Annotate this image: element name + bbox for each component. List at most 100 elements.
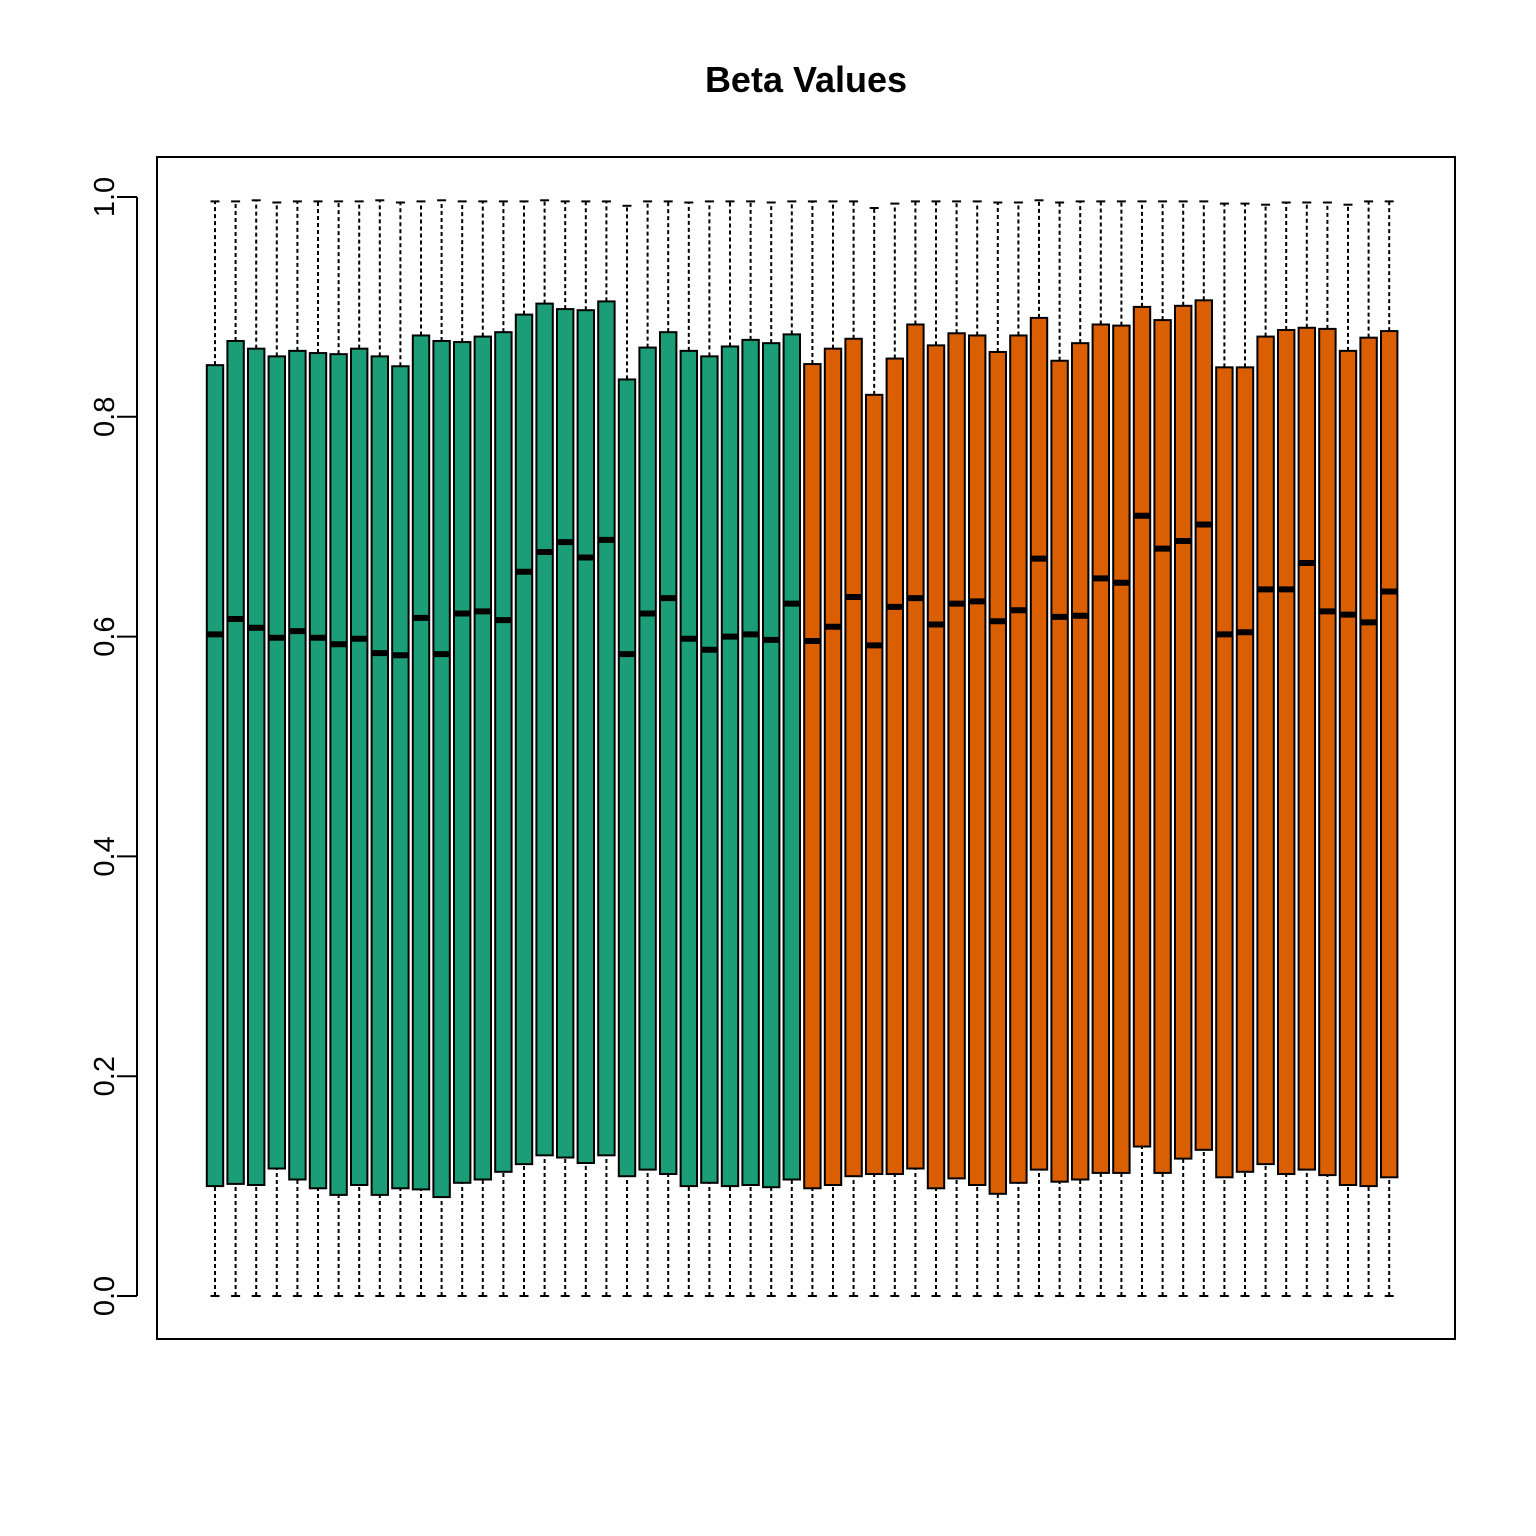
iqr-box: [1091, 323, 1110, 1174]
box-27: [741, 200, 760, 1297]
box-49: [1194, 200, 1213, 1297]
box-57: [1359, 200, 1378, 1297]
box-30: [803, 200, 822, 1297]
box-17: [535, 199, 554, 1297]
box-33: [865, 206, 884, 1297]
iqr-box: [617, 378, 637, 1178]
iqr-box: [514, 313, 534, 1166]
box-46: [1132, 200, 1152, 1297]
iqr-box: [1132, 305, 1152, 1148]
box-22: [638, 200, 657, 1297]
box-4: [267, 201, 287, 1297]
box-39: [988, 201, 1007, 1297]
box-6: [308, 200, 328, 1297]
iqr-box: [885, 357, 904, 1176]
box-19: [576, 200, 595, 1297]
iqr-box: [370, 355, 390, 1196]
iqr-box: [782, 333, 801, 1181]
box-13: [453, 200, 472, 1297]
box-50: [1215, 202, 1234, 1297]
iqr-box: [968, 334, 987, 1187]
iqr-box: [350, 347, 369, 1187]
iqr-box: [453, 341, 472, 1184]
boxes-layer: [205, 199, 1399, 1297]
box-24: [679, 201, 698, 1297]
iqr-box: [1071, 342, 1090, 1181]
box-53: [1277, 201, 1296, 1297]
iqr-box: [576, 309, 595, 1165]
iqr-box: [597, 300, 616, 1157]
box-40: [1009, 201, 1028, 1297]
iqr-box: [329, 353, 348, 1196]
iqr-box: [988, 350, 1007, 1195]
box-56: [1338, 203, 1358, 1297]
box-54: [1297, 201, 1316, 1297]
iqr-box: [1050, 359, 1069, 1183]
iqr-box: [659, 331, 678, 1176]
iqr-box: [926, 344, 946, 1190]
box-58: [1380, 200, 1399, 1297]
iqr-box: [473, 335, 493, 1181]
box-15: [494, 200, 513, 1297]
box-32: [844, 200, 863, 1297]
iqr-box: [1112, 324, 1131, 1174]
iqr-box: [1174, 304, 1193, 1160]
box-1: [205, 200, 225, 1297]
iqr-box: [741, 338, 760, 1187]
y-tick-label: 1.0: [89, 177, 121, 217]
iqr-box: [432, 339, 451, 1199]
iqr-box: [823, 347, 843, 1187]
iqr-box: [267, 355, 287, 1170]
box-8: [350, 200, 369, 1297]
iqr-box: [1338, 349, 1358, 1187]
iqr-box: [1153, 319, 1172, 1174]
box-34: [885, 202, 904, 1297]
box-23: [659, 200, 678, 1297]
iqr-box: [947, 332, 966, 1180]
box-11: [411, 200, 431, 1297]
box-41: [1029, 199, 1049, 1297]
iqr-box: [1235, 366, 1255, 1173]
box-12: [432, 199, 451, 1297]
box-18: [556, 200, 575, 1297]
iqr-box: [556, 308, 575, 1159]
box-25: [700, 200, 719, 1297]
box-3: [247, 199, 266, 1297]
iqr-box: [1380, 330, 1399, 1179]
y-axis: 0.0 0.2 0.4 0.6 0.8 1.0: [89, 177, 138, 1316]
box-45: [1112, 200, 1131, 1297]
iqr-box: [679, 349, 698, 1188]
iqr-box: [906, 323, 925, 1170]
y-tick-label: 0.8: [89, 397, 121, 437]
iqr-box: [391, 365, 410, 1190]
iqr-box: [762, 342, 781, 1189]
y-tick-label: 0.4: [89, 836, 121, 876]
box-9: [370, 199, 390, 1297]
box-44: [1091, 200, 1110, 1297]
box-21: [617, 204, 637, 1297]
iqr-box: [411, 334, 431, 1191]
iqr-box: [247, 347, 266, 1187]
iqr-box: [865, 393, 884, 1176]
iqr-box: [1297, 326, 1316, 1171]
box-37: [947, 200, 966, 1297]
y-tick-label: 0.2: [89, 1056, 121, 1096]
box-55: [1318, 201, 1337, 1297]
iqr-box: [1194, 299, 1213, 1151]
iqr-box: [1318, 327, 1337, 1177]
iqr-box: [1009, 334, 1028, 1184]
box-38: [968, 200, 987, 1297]
iqr-box: [803, 363, 822, 1190]
iqr-box: [308, 352, 328, 1190]
box-29: [782, 200, 801, 1297]
iqr-box: [1277, 328, 1296, 1176]
box-26: [720, 200, 740, 1297]
iqr-box: [494, 331, 513, 1173]
iqr-box: [226, 339, 245, 1185]
iqr-box: [1215, 366, 1234, 1179]
chart-title: Beta Values: [705, 59, 907, 100]
y-tick-label: 0.0: [89, 1276, 121, 1316]
iqr-box: [288, 349, 307, 1181]
y-tick-label: 0.6: [89, 616, 121, 656]
